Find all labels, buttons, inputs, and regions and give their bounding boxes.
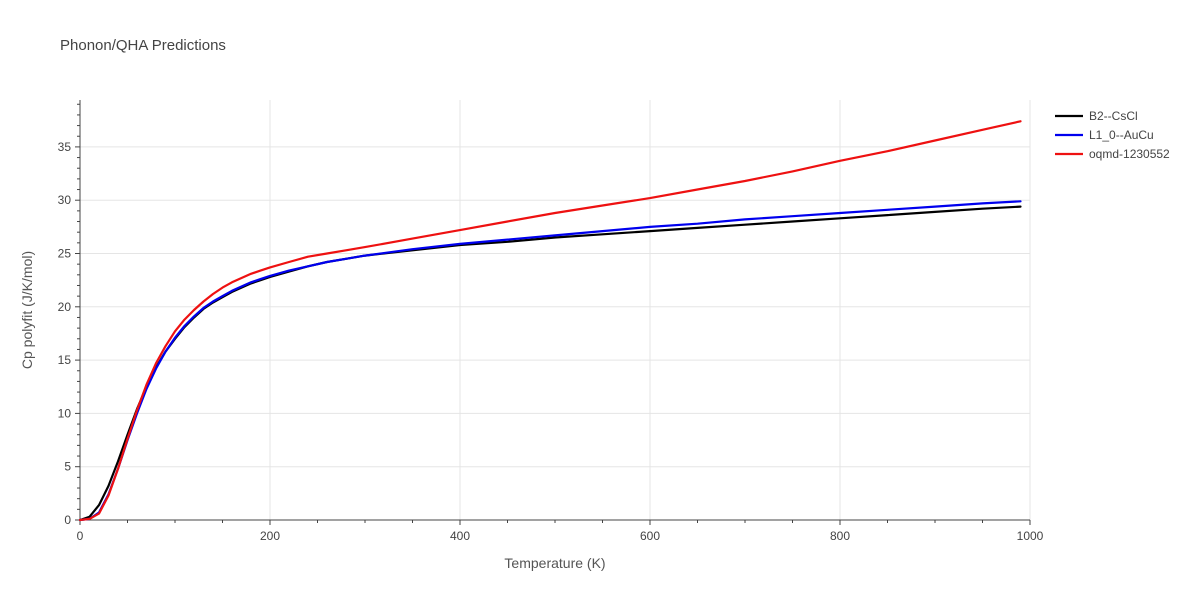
legend-item[interactable]: L1_0--AuCu <box>1055 128 1154 142</box>
x-tick-label: 200 <box>260 529 280 543</box>
x-tick-label: 600 <box>640 529 660 543</box>
y-tick-label: 30 <box>58 193 72 207</box>
y-tick-label: 25 <box>58 247 72 261</box>
x-tick-label: 400 <box>450 529 470 543</box>
y-axis-title: Cp polyfit (J/K/mol) <box>19 251 35 369</box>
legend-item[interactable]: B2--CsCl <box>1055 109 1138 123</box>
x-tick-label: 1000 <box>1017 529 1044 543</box>
legend-label: oqmd-1230552 <box>1089 147 1170 161</box>
series-line-oqmd-1230552 <box>78 120 1022 522</box>
x-tick-label: 800 <box>830 529 850 543</box>
series-lines <box>78 120 1022 522</box>
legend-label: L1_0--AuCu <box>1089 128 1154 142</box>
legend[interactable]: B2--CsCl L1_0--AuCu oqmd-1230552 <box>1055 109 1170 161</box>
chart-title: Phonon/QHA Predictions <box>60 37 226 54</box>
y-tick-label: 20 <box>58 300 72 314</box>
legend-item[interactable]: oqmd-1230552 <box>1055 147 1170 161</box>
axes: 0 200 400 600 800 1000 0 5 10 15 20 25 30 35 <box>58 100 1044 543</box>
y-tick-label: 35 <box>58 140 72 154</box>
y-tick-label: 10 <box>58 406 72 420</box>
legend-label: B2--CsCl <box>1089 109 1138 123</box>
series-line-l1-0-aucu <box>78 200 1022 522</box>
y-tick-label: 0 <box>64 513 71 527</box>
grid <box>80 100 1031 520</box>
x-tick-label: 0 <box>77 529 84 543</box>
y-tick-label: 15 <box>58 353 72 367</box>
x-axis-title: Temperature (K) <box>504 555 605 571</box>
y-tick-label: 5 <box>64 460 71 474</box>
